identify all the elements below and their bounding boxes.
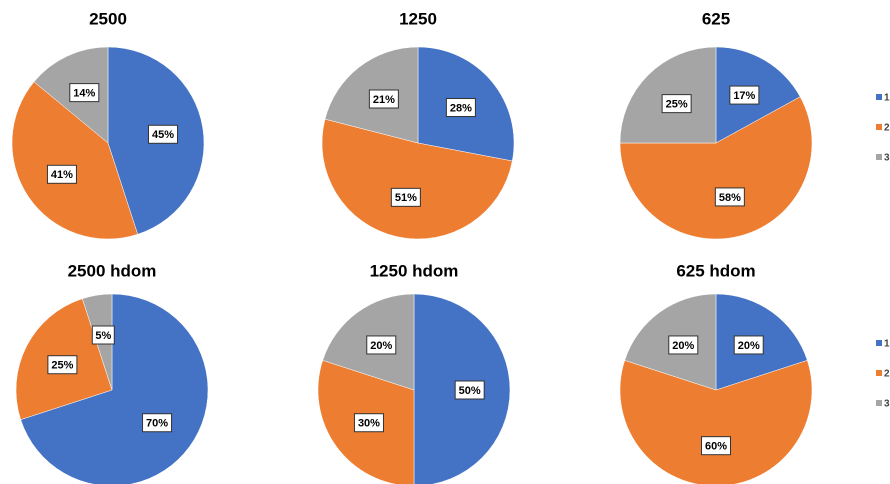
value-label: 28% (450, 102, 472, 114)
value-label: 51% (395, 192, 417, 204)
label-box (147, 124, 178, 144)
value-label: 58% (719, 192, 741, 204)
legend-swatch (876, 370, 882, 376)
legend-label: 3 (884, 153, 890, 164)
label-box (366, 335, 397, 355)
legend-label: 2 (884, 123, 890, 134)
legend-label: 1 (884, 93, 890, 104)
chart-title: 1250 (399, 9, 437, 28)
value-label: 14% (73, 88, 95, 100)
value-label: 25% (51, 360, 73, 372)
legend-swatch (876, 94, 882, 100)
legend-label: 1 (884, 339, 890, 350)
value-label: 20% (672, 340, 694, 352)
value-label: 20% (370, 340, 392, 352)
value-label: 70% (146, 418, 168, 430)
value-label: 17% (733, 90, 755, 102)
chart-title: 625 (702, 9, 730, 28)
label-box (353, 413, 384, 433)
chart-title: 2500 hdom (68, 261, 157, 280)
label-box (668, 335, 699, 355)
value-label: 25% (666, 99, 688, 111)
value-label: 45% (152, 129, 174, 141)
pie-slice (619, 96, 813, 240)
legend-label: 3 (884, 399, 890, 410)
label-box (661, 94, 692, 114)
pie-slice (20, 293, 209, 484)
label-box (390, 187, 421, 207)
label-box (445, 98, 476, 118)
label-box (729, 85, 760, 105)
label-box (46, 164, 77, 184)
legend-label: 2 (884, 369, 890, 380)
label-box (733, 335, 764, 355)
label-box (47, 355, 78, 375)
value-label: 60% (705, 441, 727, 453)
value-label: 20% (738, 340, 760, 352)
legend-swatch (876, 154, 882, 160)
value-label: 50% (459, 385, 481, 397)
value-label: 5% (95, 330, 111, 342)
label-box (368, 89, 399, 109)
chart-title: 2500 (89, 9, 127, 28)
chart-title: 625 hdom (676, 261, 755, 280)
pie-slice (321, 118, 513, 240)
legend-swatch (876, 400, 882, 406)
value-label: 21% (373, 94, 395, 106)
pie-slice (11, 81, 138, 240)
label-box (701, 436, 731, 456)
label-box (91, 325, 115, 345)
label-box (454, 380, 485, 400)
legend-swatch (876, 124, 882, 130)
label-box (714, 187, 745, 207)
label-box (69, 83, 100, 103)
pie-slice (619, 360, 813, 484)
chart-title: 1250 hdom (370, 261, 459, 280)
value-label: 41% (51, 169, 73, 181)
value-label: 30% (358, 418, 380, 430)
label-box (142, 413, 173, 433)
legend-swatch (876, 340, 882, 346)
